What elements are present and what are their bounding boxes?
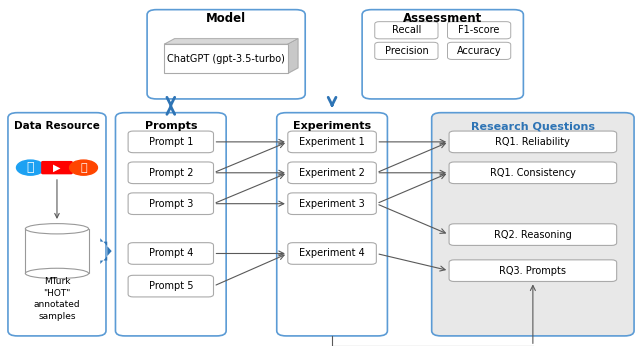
FancyBboxPatch shape: [26, 229, 88, 273]
Text: Experiments: Experiments: [293, 121, 371, 132]
FancyBboxPatch shape: [128, 193, 214, 215]
FancyBboxPatch shape: [449, 224, 617, 245]
Text: Prompt 2: Prompt 2: [148, 168, 193, 178]
Text: Experiment 3: Experiment 3: [300, 199, 365, 209]
Text: Experiment 1: Experiment 1: [300, 137, 365, 147]
FancyBboxPatch shape: [447, 42, 511, 59]
FancyBboxPatch shape: [449, 162, 617, 184]
Polygon shape: [288, 39, 298, 73]
FancyBboxPatch shape: [449, 260, 617, 282]
Text: Research Questions: Research Questions: [471, 121, 595, 132]
FancyArrow shape: [100, 238, 111, 264]
Text: F1-score: F1-score: [458, 25, 500, 35]
Text: Accuracy: Accuracy: [457, 46, 501, 56]
FancyBboxPatch shape: [449, 131, 617, 153]
Text: Model: Model: [206, 12, 246, 25]
FancyBboxPatch shape: [128, 162, 214, 184]
Text: RQ1. Reliability: RQ1. Reliability: [495, 137, 570, 147]
Text: Prompt 1: Prompt 1: [148, 137, 193, 147]
FancyBboxPatch shape: [8, 113, 106, 336]
Text: ChatGPT (gpt-3.5-turbo): ChatGPT (gpt-3.5-turbo): [167, 54, 285, 64]
FancyBboxPatch shape: [375, 22, 438, 39]
Text: 🐦: 🐦: [27, 161, 34, 174]
FancyBboxPatch shape: [128, 131, 214, 153]
FancyBboxPatch shape: [288, 243, 376, 264]
FancyBboxPatch shape: [164, 44, 288, 73]
Text: Data Resource: Data Resource: [14, 121, 100, 132]
Text: RQ2. Reasoning: RQ2. Reasoning: [494, 230, 572, 240]
FancyBboxPatch shape: [288, 131, 376, 153]
Circle shape: [17, 160, 44, 175]
Text: Prompt 4: Prompt 4: [148, 248, 193, 259]
FancyBboxPatch shape: [375, 42, 438, 59]
Text: MTurk
"HOT"
annotated
samples: MTurk "HOT" annotated samples: [34, 277, 80, 321]
Ellipse shape: [26, 224, 88, 234]
Text: Experiment 2: Experiment 2: [299, 168, 365, 178]
Text: ▶: ▶: [53, 163, 61, 173]
Ellipse shape: [26, 268, 88, 279]
Circle shape: [70, 160, 97, 175]
Text: Assessment: Assessment: [403, 12, 483, 25]
Text: Experiment 4: Experiment 4: [300, 248, 365, 259]
Polygon shape: [164, 39, 298, 44]
FancyBboxPatch shape: [288, 162, 376, 184]
FancyBboxPatch shape: [362, 10, 524, 99]
Text: 👽: 👽: [80, 163, 87, 173]
FancyBboxPatch shape: [276, 113, 387, 336]
Text: Prompt 3: Prompt 3: [148, 199, 193, 209]
Text: Precision: Precision: [385, 46, 428, 56]
Text: RQ1. Consistency: RQ1. Consistency: [490, 168, 576, 178]
FancyBboxPatch shape: [147, 10, 305, 99]
Text: Prompts: Prompts: [145, 121, 197, 132]
FancyBboxPatch shape: [447, 22, 511, 39]
Text: Prompt 5: Prompt 5: [148, 281, 193, 291]
FancyBboxPatch shape: [288, 193, 376, 215]
FancyBboxPatch shape: [128, 275, 214, 297]
FancyBboxPatch shape: [128, 243, 214, 264]
Text: Recall: Recall: [392, 25, 421, 35]
FancyBboxPatch shape: [115, 113, 226, 336]
Text: RQ3. Prompts: RQ3. Prompts: [499, 266, 566, 276]
FancyBboxPatch shape: [432, 113, 634, 336]
FancyBboxPatch shape: [41, 161, 73, 174]
